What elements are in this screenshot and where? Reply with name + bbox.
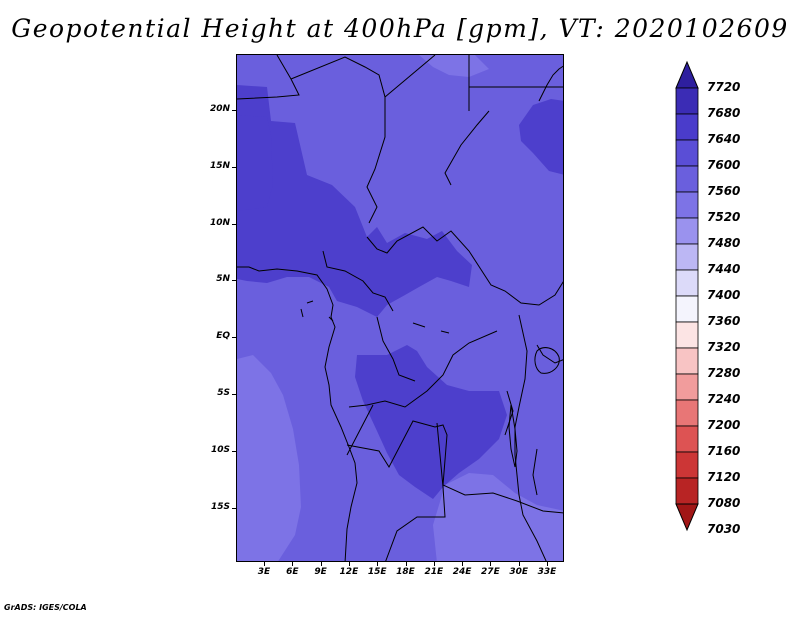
lon-tick-label: 30E bbox=[509, 567, 529, 577]
colorbar-top-arrow bbox=[675, 60, 699, 89]
west-coastline bbox=[237, 266, 358, 561]
colorbar-label: 7200 bbox=[707, 418, 741, 432]
contour-band-7600 bbox=[237, 85, 563, 499]
colorbar-swatch bbox=[675, 425, 699, 453]
lat-tick-label: 5N bbox=[216, 274, 230, 285]
lat-tick-label: 5S bbox=[217, 388, 230, 398]
colorbar-label: 7680 bbox=[707, 106, 741, 120]
colorbar-label: 7080 bbox=[707, 496, 741, 510]
map-canvas bbox=[237, 55, 563, 561]
colorbar-swatch bbox=[675, 295, 699, 323]
red-sea-coast bbox=[538, 65, 563, 102]
lon-tick-mark bbox=[490, 562, 492, 566]
colorbar-label: 7030 bbox=[707, 522, 741, 536]
colorbar-label: 7440 bbox=[707, 262, 741, 276]
lat-tick-mark bbox=[232, 337, 236, 339]
lon-tick-label: 24E bbox=[452, 567, 472, 577]
lat-tick-mark bbox=[232, 166, 236, 168]
lat-tick-mark bbox=[232, 280, 236, 282]
colorbar-label: 7640 bbox=[707, 132, 741, 146]
lon-tick-label: 15E bbox=[367, 567, 387, 577]
west-africa-high bbox=[237, 85, 472, 317]
lat-tick-label: EQ bbox=[216, 331, 230, 342]
central-borders bbox=[322, 110, 563, 382]
central-basin-high bbox=[355, 345, 507, 499]
boundaries bbox=[237, 55, 563, 561]
lat-tick-label: 15N bbox=[209, 160, 230, 171]
colorbar-bottom-arrow bbox=[675, 503, 699, 532]
map-panel bbox=[236, 54, 564, 562]
lat-tick-label: 10S bbox=[210, 444, 230, 455]
colorbar-label: 7360 bbox=[707, 314, 741, 328]
saharan-borders bbox=[237, 55, 563, 224]
east-lakes-borders bbox=[504, 314, 563, 561]
colorbar-swatch bbox=[675, 243, 699, 271]
colorbar-swatch bbox=[675, 165, 699, 193]
lon-tick-mark bbox=[264, 562, 265, 566]
lat-tick-label: 15S bbox=[210, 501, 230, 512]
colorbar-label: 7120 bbox=[707, 470, 741, 484]
lat-tick-mark bbox=[232, 450, 236, 452]
colorbar-label: 7480 bbox=[707, 236, 741, 250]
colorbar-swatch bbox=[675, 347, 699, 375]
lake-tanganyika bbox=[508, 404, 518, 468]
lon-tick-label: 33E bbox=[537, 567, 557, 577]
lon-tick-label: 18E bbox=[396, 567, 415, 577]
footer-credit: GrADS: IGES/COLA bbox=[4, 603, 87, 612]
colorbar-label: 7560 bbox=[707, 184, 741, 198]
lon-tick-label: 12E bbox=[339, 567, 359, 577]
colorbar-label: 7520 bbox=[707, 210, 741, 224]
colorbar-swatch bbox=[675, 217, 699, 245]
colorbar-swatch bbox=[675, 269, 699, 297]
colorbar-label: 7320 bbox=[707, 340, 741, 354]
southwest-low bbox=[237, 355, 301, 561]
colorbar-label: 7160 bbox=[707, 444, 741, 458]
lat-tick-mark bbox=[232, 394, 236, 395]
lon-tick-mark bbox=[377, 562, 379, 566]
lon-tick-mark bbox=[292, 562, 294, 566]
lon-tick-label: 6E bbox=[286, 567, 299, 577]
colorbar-swatch bbox=[675, 139, 699, 167]
lon-tick-label: 9E bbox=[314, 567, 327, 577]
chart-title: Geopotential Height at 400hPa [gpm], VT:… bbox=[11, 14, 789, 43]
small-islands bbox=[300, 300, 450, 334]
colorbar-swatch bbox=[675, 477, 699, 505]
lat-tick-mark bbox=[232, 110, 236, 111]
lon-tick-label: 3E bbox=[257, 567, 271, 577]
colorbar-label: 7280 bbox=[707, 366, 741, 380]
colorbar-label: 7400 bbox=[707, 288, 741, 302]
lon-tick-mark bbox=[547, 562, 548, 566]
colorbar-swatch bbox=[675, 191, 699, 219]
lat-tick-label: 20N bbox=[209, 104, 230, 114]
colorbar-swatch bbox=[675, 321, 699, 349]
lat-tick-mark bbox=[232, 507, 236, 509]
colorbar-swatch bbox=[675, 373, 699, 401]
lon-tick-mark bbox=[405, 562, 407, 566]
lon-tick-label: 21E bbox=[424, 567, 444, 577]
colorbar-label: 7600 bbox=[707, 158, 741, 172]
lon-tick-label: 27E bbox=[481, 567, 500, 577]
colorbar-swatch bbox=[675, 113, 699, 141]
lon-tick-mark bbox=[348, 562, 350, 566]
colorbar-label: 7720 bbox=[707, 80, 741, 94]
lon-tick-mark bbox=[433, 562, 435, 566]
colorbar-swatch bbox=[675, 399, 699, 427]
lon-tick-mark bbox=[462, 562, 464, 566]
lat-tick-label: 10N bbox=[209, 217, 230, 228]
northwest-high bbox=[237, 115, 273, 211]
lon-tick-mark bbox=[320, 562, 322, 566]
southeast-low bbox=[433, 473, 563, 561]
colorbar-label: 7240 bbox=[707, 392, 741, 406]
lat-tick-mark bbox=[232, 223, 236, 225]
northeast-high bbox=[519, 99, 563, 175]
lake-victoria bbox=[534, 347, 560, 374]
southern-borders bbox=[346, 330, 563, 561]
north-low bbox=[419, 55, 489, 77]
lon-tick-mark bbox=[518, 562, 520, 566]
colorbar-swatch bbox=[675, 87, 699, 115]
colorbar-swatch bbox=[675, 451, 699, 479]
colorbar bbox=[675, 60, 699, 532]
